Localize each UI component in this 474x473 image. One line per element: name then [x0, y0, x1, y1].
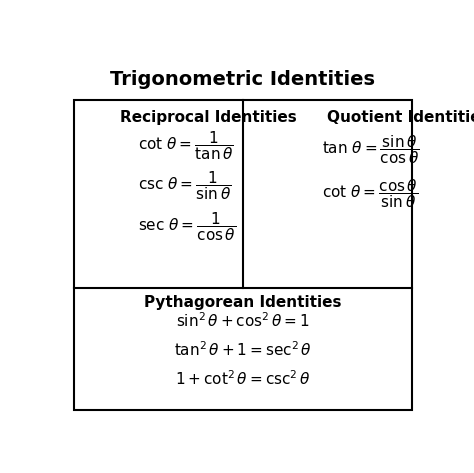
Text: $1 + \cot^2\theta = \csc^2\theta$: $1 + \cot^2\theta = \csc^2\theta$ [175, 370, 311, 388]
Text: $\sec\,\theta = \dfrac{1}{\cos\theta}$: $\sec\,\theta = \dfrac{1}{\cos\theta}$ [138, 210, 237, 243]
Text: Pythagorean Identities: Pythagorean Identities [144, 295, 342, 310]
Text: $\cot\,\theta = \dfrac{1}{\tan\theta}$: $\cot\,\theta = \dfrac{1}{\tan\theta}$ [138, 130, 234, 162]
Text: $\cot\,\theta = \dfrac{\cos\theta}{\sin\theta}$: $\cot\,\theta = \dfrac{\cos\theta}{\sin\… [322, 177, 418, 210]
Bar [74, 100, 412, 410]
Text: Quotient Identities: Quotient Identities [328, 110, 474, 124]
Text: $\tan^2\theta + 1 = \sec^2\theta$: $\tan^2\theta + 1 = \sec^2\theta$ [174, 341, 312, 359]
Text: Reciprocal Identities: Reciprocal Identities [120, 110, 297, 124]
Text: Trigonometric Identities: Trigonometric Identities [110, 70, 375, 88]
Text: $\csc\,\theta = \dfrac{1}{\sin\theta}$: $\csc\,\theta = \dfrac{1}{\sin\theta}$ [138, 170, 232, 202]
Text: $\sin^2\theta + \cos^2\theta = 1$: $\sin^2\theta + \cos^2\theta = 1$ [176, 311, 310, 330]
Text: $\tan\,\theta = \dfrac{\sin\theta}{\cos\theta}$: $\tan\,\theta = \dfrac{\sin\theta}{\cos\… [322, 133, 419, 166]
